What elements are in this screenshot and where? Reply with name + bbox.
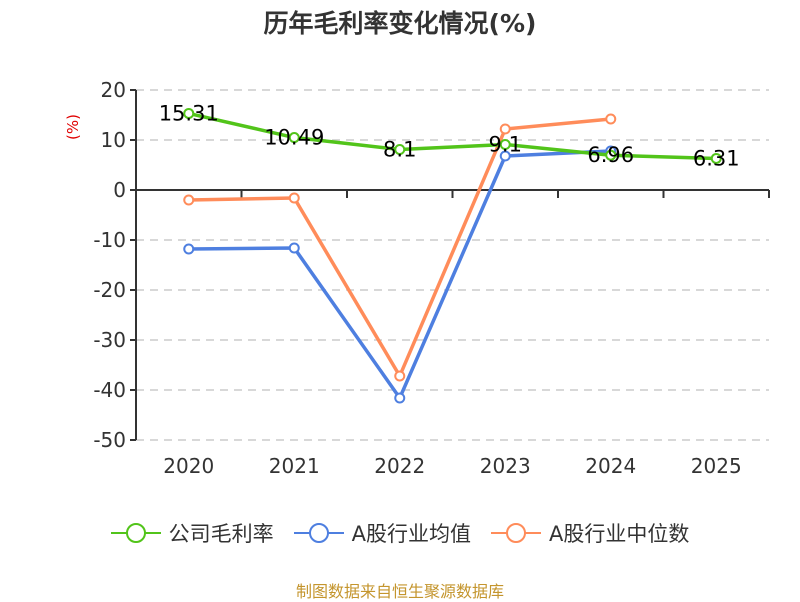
- data-point[interactable]: [605, 113, 617, 125]
- data-point[interactable]: [288, 132, 300, 144]
- data-point[interactable]: [394, 144, 406, 155]
- data-labels: 15.31 10.49 8.1 9.1 6.96 6.31: [159, 101, 740, 170]
- data-point[interactable]: [183, 107, 195, 119]
- grid-lines: [136, 89, 769, 441]
- series-line: [188, 149, 611, 400]
- line-chart: 20 10 0 -10 -20 -30 -40 -50 2020 2021 2022 2023 2024…: [64, 78, 770, 478]
- y-tick-label: -30: [93, 328, 126, 352]
- data-point[interactable]: [394, 370, 406, 382]
- y-tick-label: -20: [93, 278, 126, 302]
- legend-line-circle-icon: [110, 523, 161, 543]
- data-point[interactable]: [499, 150, 511, 162]
- legend-label: 公司毛利率: [168, 522, 274, 546]
- data-point[interactable]: [499, 139, 511, 150]
- x-tick-label: 2024: [585, 454, 636, 478]
- data-point[interactable]: [710, 152, 722, 164]
- x-tick-label: 2022: [374, 454, 425, 478]
- y-tick-label: -40: [93, 378, 126, 402]
- data-point[interactable]: [499, 123, 511, 135]
- y-tick-label: -10: [93, 228, 126, 252]
- y-tick-label: 0: [113, 178, 126, 202]
- data-point[interactable]: [394, 392, 406, 404]
- legend-line-circle-icon: [293, 523, 344, 543]
- x-tick-label: 2023: [480, 454, 531, 478]
- data-point[interactable]: [288, 192, 300, 204]
- data-label: 10.49: [264, 126, 324, 150]
- data-label: 15.31: [159, 101, 219, 125]
- series-line: [188, 111, 717, 161]
- legend: 公司毛利率 A股行业均值 A股行业中位数: [0, 518, 800, 548]
- legend-line-circle-icon: [491, 523, 541, 543]
- data-point[interactable]: [605, 149, 617, 161]
- legend-label: A股行业中位数: [549, 522, 690, 546]
- legend-label: A股行业均值: [351, 522, 471, 546]
- data-point[interactable]: [183, 243, 195, 255]
- legend-item-company[interactable]: 公司毛利率: [110, 518, 274, 548]
- data-label: 6.96: [587, 143, 634, 167]
- data-label: 9.1: [489, 133, 522, 157]
- data-label: 6.31: [693, 146, 740, 170]
- data-point[interactable]: [183, 194, 195, 206]
- x-tick-label: 2025: [691, 454, 742, 478]
- legend-item-industry-avg[interactable]: A股行业均值: [293, 518, 471, 548]
- y-tick-label: 20: [101, 78, 126, 102]
- x-tick-label: 2021: [269, 454, 320, 478]
- data-point[interactable]: [288, 242, 300, 254]
- chart-title: 历年毛利率变化情况(%): [263, 9, 537, 38]
- legend-item-industry-median[interactable]: A股行业中位数: [491, 518, 689, 548]
- axes: 20 10 0 -10 -20 -30 -40 -50 2020 2021 2022 2023 2024…: [64, 78, 770, 478]
- y-axis-label: (%): [64, 114, 82, 140]
- y-tick-label: -50: [93, 428, 126, 452]
- source-note: 制图数据来自恒生聚源数据库: [295, 582, 504, 601]
- data-label: 8.1: [383, 138, 416, 162]
- series-lines: [183, 107, 722, 404]
- y-tick-label: 10: [101, 128, 126, 152]
- x-tick-label: 2020: [163, 454, 214, 478]
